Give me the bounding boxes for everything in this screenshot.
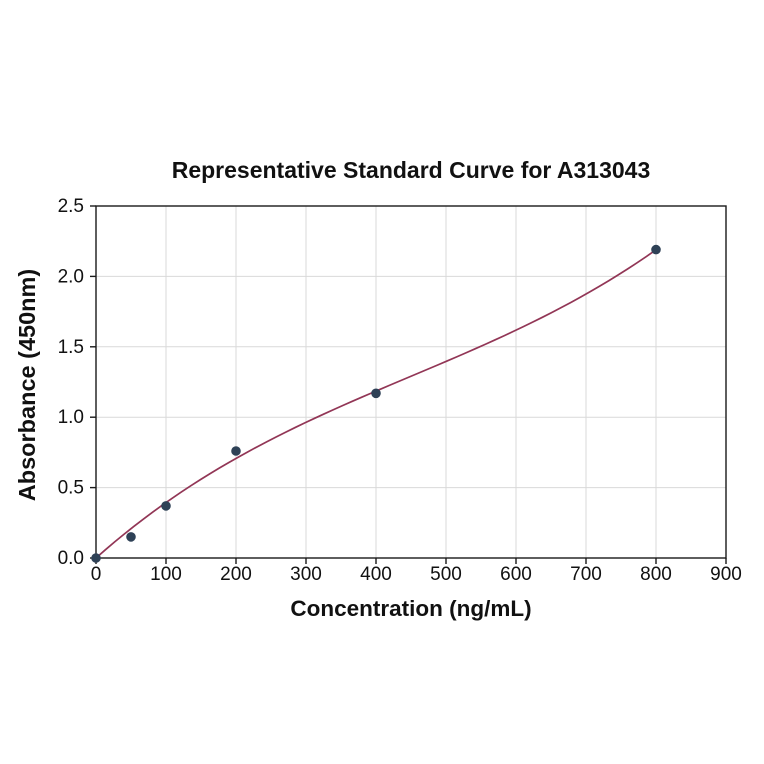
svg-text:400: 400	[360, 564, 392, 585]
svg-text:800: 800	[640, 564, 672, 585]
svg-text:200: 200	[220, 564, 252, 585]
svg-text:0: 0	[91, 564, 102, 585]
svg-text:0.5: 0.5	[58, 478, 84, 499]
svg-text:2.0: 2.0	[58, 266, 84, 287]
svg-text:300: 300	[290, 564, 322, 585]
svg-text:1.5: 1.5	[58, 337, 84, 358]
svg-text:Concentration (ng/mL): Concentration (ng/mL)	[290, 596, 531, 621]
svg-text:0.0: 0.0	[58, 548, 84, 569]
svg-text:600: 600	[500, 564, 532, 585]
svg-text:Absorbance (450nm): Absorbance (450nm)	[14, 269, 40, 501]
svg-text:2.5: 2.5	[58, 196, 84, 217]
svg-text:500: 500	[430, 564, 462, 585]
svg-text:100: 100	[150, 564, 182, 585]
svg-text:Representative Standard Curve: Representative Standard Curve for A31304…	[172, 157, 651, 183]
svg-text:700: 700	[570, 564, 602, 585]
svg-text:1.0: 1.0	[58, 407, 84, 428]
svg-text:900: 900	[710, 564, 742, 585]
